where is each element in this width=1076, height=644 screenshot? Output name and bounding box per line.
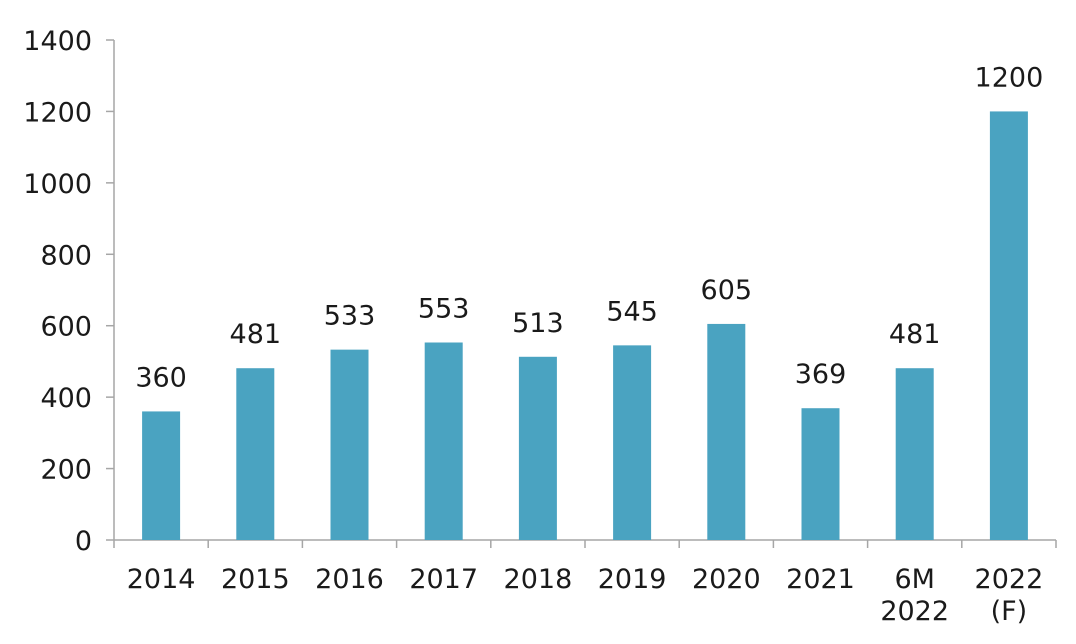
data-label: 1200 bbox=[975, 62, 1044, 93]
bar bbox=[518, 356, 557, 540]
x-tick-label: 2019 bbox=[598, 564, 667, 595]
x-axis: 2014 2015 2016 2017 2018 2019 2020 2021 6M202220… bbox=[113, 539, 1057, 627]
bar bbox=[236, 368, 275, 540]
y-tick-label: 0 bbox=[75, 526, 92, 557]
y-tick-label: 600 bbox=[40, 312, 92, 343]
bar bbox=[142, 411, 181, 540]
y-tick-label: 200 bbox=[40, 455, 92, 486]
data-label: 360 bbox=[135, 362, 187, 393]
data-labels: 360 481 533 553 513 545 605 369 481 1200 bbox=[135, 62, 1043, 393]
data-label: 553 bbox=[418, 294, 470, 325]
x-tick-label: 2017 bbox=[409, 564, 478, 595]
data-label: 513 bbox=[512, 308, 564, 339]
data-label: 533 bbox=[324, 301, 376, 332]
data-label: 369 bbox=[795, 359, 847, 390]
y-tick-label: 400 bbox=[40, 383, 92, 414]
x-tick-label: 2016 bbox=[315, 564, 384, 595]
bar bbox=[707, 323, 746, 540]
x-tick-label: 2020 bbox=[692, 564, 761, 595]
bar bbox=[989, 111, 1028, 540]
y-tick-label: 1200 bbox=[23, 97, 92, 128]
x-tick-label: 2018 bbox=[504, 564, 573, 595]
x-tick-label: 2022 bbox=[975, 564, 1044, 595]
bar bbox=[613, 345, 652, 540]
y-axis: 0 200 400 600 800 1000 1200 1400 bbox=[23, 26, 115, 557]
x-tick-label: (F) bbox=[991, 596, 1028, 627]
y-tick-label: 800 bbox=[40, 240, 92, 271]
x-tick-label: 2014 bbox=[127, 564, 196, 595]
x-tick-label: 6M bbox=[894, 564, 934, 595]
data-label: 481 bbox=[230, 319, 282, 350]
x-tick-label: 2021 bbox=[786, 564, 855, 595]
bar bbox=[330, 349, 369, 540]
x-tick-label: 2022 bbox=[880, 596, 949, 627]
data-label: 545 bbox=[606, 296, 658, 327]
bar bbox=[801, 408, 840, 540]
data-label: 605 bbox=[701, 275, 753, 306]
bars bbox=[142, 111, 1028, 540]
data-label: 481 bbox=[889, 319, 941, 350]
y-tick-label: 1400 bbox=[23, 26, 92, 57]
bar bbox=[424, 342, 463, 540]
bar bbox=[895, 368, 934, 540]
y-tick-label: 1000 bbox=[23, 169, 92, 200]
x-tick-label: 2015 bbox=[221, 564, 290, 595]
